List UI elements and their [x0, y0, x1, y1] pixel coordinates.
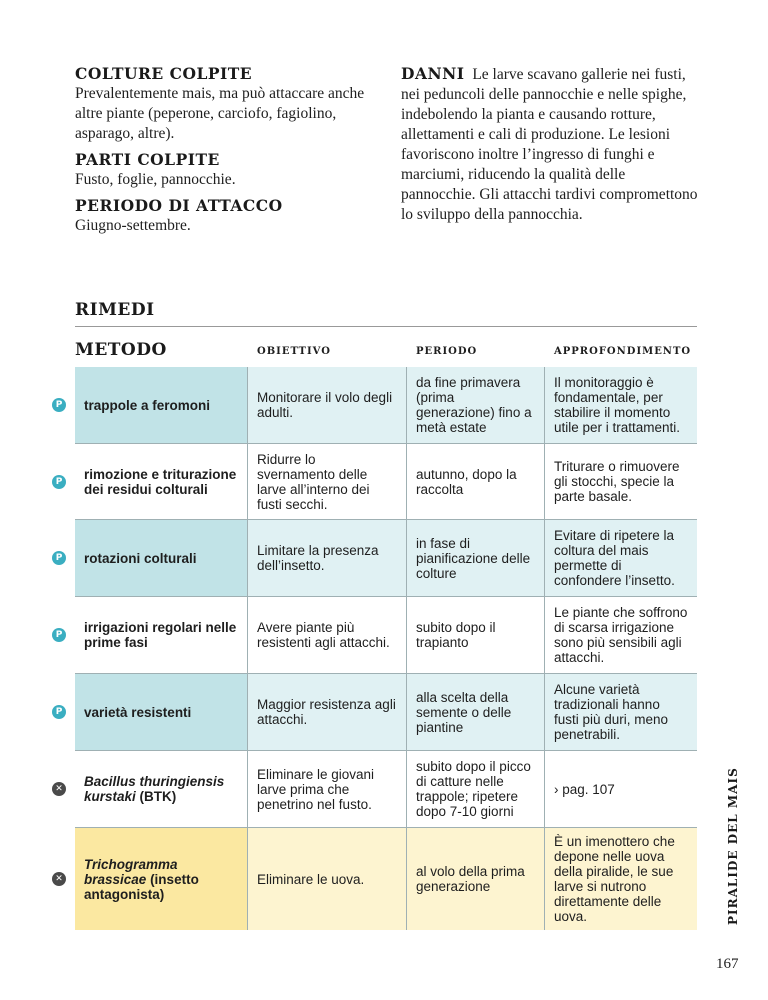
table-row: rimozione e triturazione dei residui col… [75, 444, 697, 519]
approfondimento-text: È un imenottero che depone nelle uova de… [554, 834, 675, 924]
cell-approfondimento: È un imenottero che depone nelle uova de… [545, 828, 697, 930]
cell-approfondimento: › pag. 107 [545, 751, 697, 827]
cell-obiettivo: Eliminare le giovani larve prima che pen… [248, 751, 407, 827]
table-row: trappole a feromoni Monitorare il volo de… [75, 367, 697, 443]
method-text: rimozione e triturazione dei residui col… [84, 466, 237, 497]
cell-approfondimento: Il monitoraggio è fondamentale, per stab… [545, 367, 697, 443]
method-text: (BTK) [135, 789, 177, 804]
cell-periodo: subito dopo il trapianto [407, 597, 545, 673]
periodo-text: autunno, dopo la raccolta [416, 466, 517, 497]
cell-periodo: autunno, dopo la raccolta [407, 444, 545, 519]
organic-allowed-icon: P [52, 398, 66, 412]
approfondimento-text: Evitare di ripetere la coltura del mais … [554, 528, 675, 588]
cell-periodo: in fase di pianificazione delle colture [407, 520, 545, 596]
periodo-text: da fine primavera (prima generazione) fi… [416, 375, 532, 435]
cell-metodo: trappole a feromoni [75, 367, 248, 443]
intro-right-column: DANNI Le larve scavano gallerie nei fust… [401, 64, 701, 225]
obiettivo-text: Monitorare il volo degli adulti. [257, 390, 393, 420]
not-allowed-icon: ✕ [52, 872, 66, 886]
page-number: 167 [716, 956, 739, 972]
row-divider [75, 673, 697, 674]
periodo-text: al volo della prima generazione [416, 864, 525, 894]
cell-periodo: subito dopo il picco di catture nelle tr… [407, 751, 545, 827]
row-divider [75, 443, 697, 444]
approfondimento-text: Il monitoraggio è fondamentale, per stab… [554, 375, 681, 435]
cell-metodo: rimozione e triturazione dei residui col… [75, 444, 248, 519]
method-text: varietà resistenti [84, 704, 192, 720]
cell-obiettivo: Limitare la presenza dell’insetto. [248, 520, 407, 596]
rimedi-title: RIMEDI [75, 300, 155, 320]
colture-title: COLTURE COLPITE [75, 64, 253, 83]
periodo-text: Giugno-settembre. [75, 217, 191, 234]
row-divider [75, 519, 697, 520]
cell-approfondimento: Alcune varietà tradizionali hanno fusti … [545, 674, 697, 750]
not-allowed-icon: ✕ [52, 782, 66, 796]
colture-text: Prevalentemente mais, ma può attaccare a… [75, 85, 365, 142]
periodo-title: PERIODO DI ATTACCO [75, 196, 283, 215]
cell-periodo: al volo della prima generazione [407, 828, 545, 930]
method-text: trappole a feromoni [84, 397, 211, 413]
method-text: Bacillus thuringiensis kurstaki [84, 774, 225, 804]
cell-approfondimento: Triturare o rimuovere gli stocchi, speci… [545, 444, 697, 519]
periodo-text: alla scelta della semente o delle pianti… [416, 689, 512, 735]
obiettivo-text: Avere piante più resistenti agli attacch… [257, 620, 390, 650]
periodo-text: in fase di pianificazione delle colture [416, 535, 531, 581]
cell-obiettivo: Maggior resistenza agli attacchi. [248, 674, 407, 750]
header-approfondimento: APPROFONDIMENTO [554, 346, 692, 357]
organic-allowed-icon: P [52, 705, 66, 719]
method-text: irrigazioni regolari nelle prime fasi [84, 620, 237, 650]
obiettivo-text: Eliminare le uova. [257, 871, 365, 887]
table-row: Trichogramma brassicae (insetto antagoni… [75, 828, 697, 930]
cell-metodo: Trichogramma brassicae (insetto antagoni… [75, 828, 248, 930]
cell-obiettivo: Monitorare il volo degli adulti. [248, 367, 407, 443]
obiettivo-text: Maggior resistenza agli attacchi. [257, 697, 396, 727]
table-row: rotazioni colturali Limitare la presenza … [75, 520, 697, 596]
row-divider [75, 750, 697, 751]
header-obiettivo: OBIETTIVO [257, 346, 331, 357]
cell-metodo: Bacillus thuringiensis kurstaki (BTK) [75, 751, 248, 827]
table-row: varietà resistenti Maggior resistenza agl… [75, 674, 697, 750]
approfondimento-text: › pag. 107 [554, 781, 615, 797]
approfondimento-text: Alcune varietà tradizionali hanno fusti … [554, 682, 669, 742]
table-row: irrigazioni regolari nelle prime fasi Ave… [75, 597, 697, 673]
cell-metodo: rotazioni colturali [75, 520, 248, 596]
divider [75, 326, 697, 327]
header-metodo: METODO [75, 340, 167, 360]
obiettivo-text: Eliminare le giovani larve prima che pen… [257, 766, 375, 812]
cell-approfondimento: Evitare di ripetere la coltura del mais … [545, 520, 697, 596]
header-periodo: PERIODO [416, 346, 478, 357]
method-text: rotazioni colturali [84, 550, 197, 566]
method-text: (insetto antagonista) [84, 871, 199, 902]
approfondimento-text: Triturare o rimuovere gli stocchi, speci… [554, 459, 680, 504]
cell-periodo: alla scelta della semente o delle pianti… [407, 674, 545, 750]
cell-approfondimento: Le piante che soffrono di scarsa irrigaz… [545, 597, 697, 673]
row-divider [75, 827, 697, 828]
cell-obiettivo: Ridurre lo svernamento delle larve all’i… [248, 444, 407, 519]
table-row: Bacillus thuringiensis kurstaki (BTK) Eli… [75, 751, 697, 827]
periodo-text: subito dopo il picco di catture nelle tr… [416, 759, 531, 819]
organic-allowed-icon: P [52, 474, 66, 489]
danni-title: DANNI [401, 64, 465, 83]
cell-metodo: irrigazioni regolari nelle prime fasi [75, 597, 248, 673]
danni-text: Le larve scavano gallerie nei fusti, nei… [401, 66, 698, 223]
obiettivo-text: Ridurre lo svernamento delle larve all’i… [257, 451, 370, 512]
periodo-text: subito dopo il trapianto [416, 620, 496, 650]
chapter-side-title: PIRALIDE DEL MAIS [726, 767, 740, 925]
organic-allowed-icon: P [52, 551, 66, 565]
intro-left-column: COLTURE COLPITE Prevalentemente mais, ma… [75, 64, 375, 236]
cell-obiettivo: Eliminare le uova. [248, 828, 407, 930]
obiettivo-text: Limitare la presenza dell’insetto. [257, 543, 379, 573]
method-text: Trichogramma brassicae [84, 856, 178, 887]
approfondimento-text: Le piante che soffrono di scarsa irrigaz… [554, 605, 688, 665]
organic-allowed-icon: P [52, 628, 66, 642]
cell-obiettivo: Avere piante più resistenti agli attacch… [248, 597, 407, 673]
parti-title: PARTI COLPITE [75, 150, 220, 169]
parti-text: Fusto, foglie, pannocchie. [75, 171, 236, 188]
cell-periodo: da fine primavera (prima generazione) fi… [407, 367, 545, 443]
cell-metodo: varietà resistenti [75, 674, 248, 750]
row-divider [75, 596, 697, 597]
